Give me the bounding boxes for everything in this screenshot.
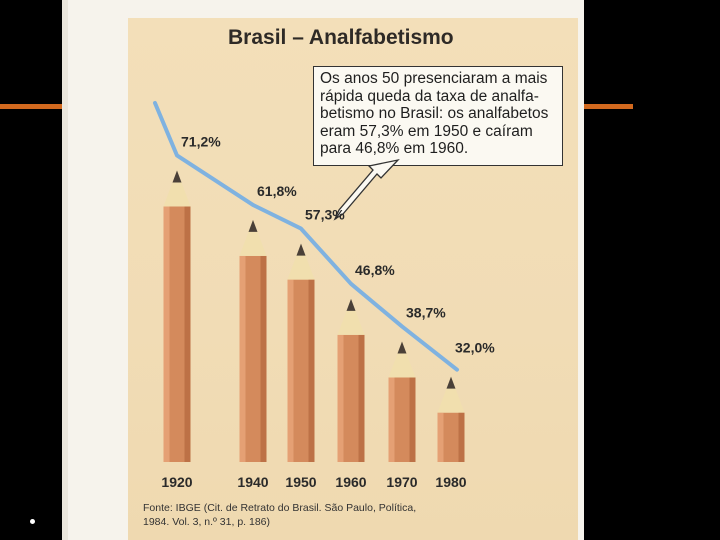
left-accent-line [0,104,64,109]
pencil-bar [239,219,267,462]
year-label: 1970 [386,474,417,490]
trend-line [153,101,459,372]
value-label: 38,7% [406,304,446,320]
value-label: 32,0% [455,340,495,356]
year-label: 1980 [435,474,466,490]
pencil-bar [437,376,465,462]
value-label: 61,8% [257,183,297,199]
annotation-line: para 46,8% em 1960. [320,140,469,157]
source-note: Fonte: IBGE (Cit. de Retrato do Brasil. … [143,502,416,529]
year-label: 1940 [237,474,268,490]
slide-bullet [30,519,35,524]
annotation-box: Os anos 50 presenciaram a mais rápida qu… [313,66,563,166]
page-edge [62,0,68,540]
value-label: 71,2% [181,133,221,149]
value-label: 57,3% [305,207,345,223]
year-label: 1920 [161,474,192,490]
chart-title: Brasil – Analfabetismo [228,26,454,49]
year-label: 1950 [285,474,316,490]
annotation-line: Os anos 50 presenciaram a mais [320,70,548,87]
source-line: Fonte: IBGE (Cit. de Retrato do Brasil. … [143,502,417,514]
pencil-bar [337,298,365,462]
pencil-bar [287,243,315,462]
source-line: 1984. Vol. 3, n.º 31, p. 186) [143,515,271,528]
pencil-bar [388,341,416,462]
annotation-line: eram 57,3% em 1950 e caíram [320,122,533,140]
right-accent-line [583,104,633,109]
year-label: 1960 [335,474,366,490]
annotation-arrow [333,158,400,221]
value-label: 46,8% [355,262,395,278]
pencil-bar [163,170,191,462]
annotation-line: rápida queda da taxa de analfa- [320,87,539,105]
annotation-line: betismo no Brasil: os analfabetos [320,105,549,122]
